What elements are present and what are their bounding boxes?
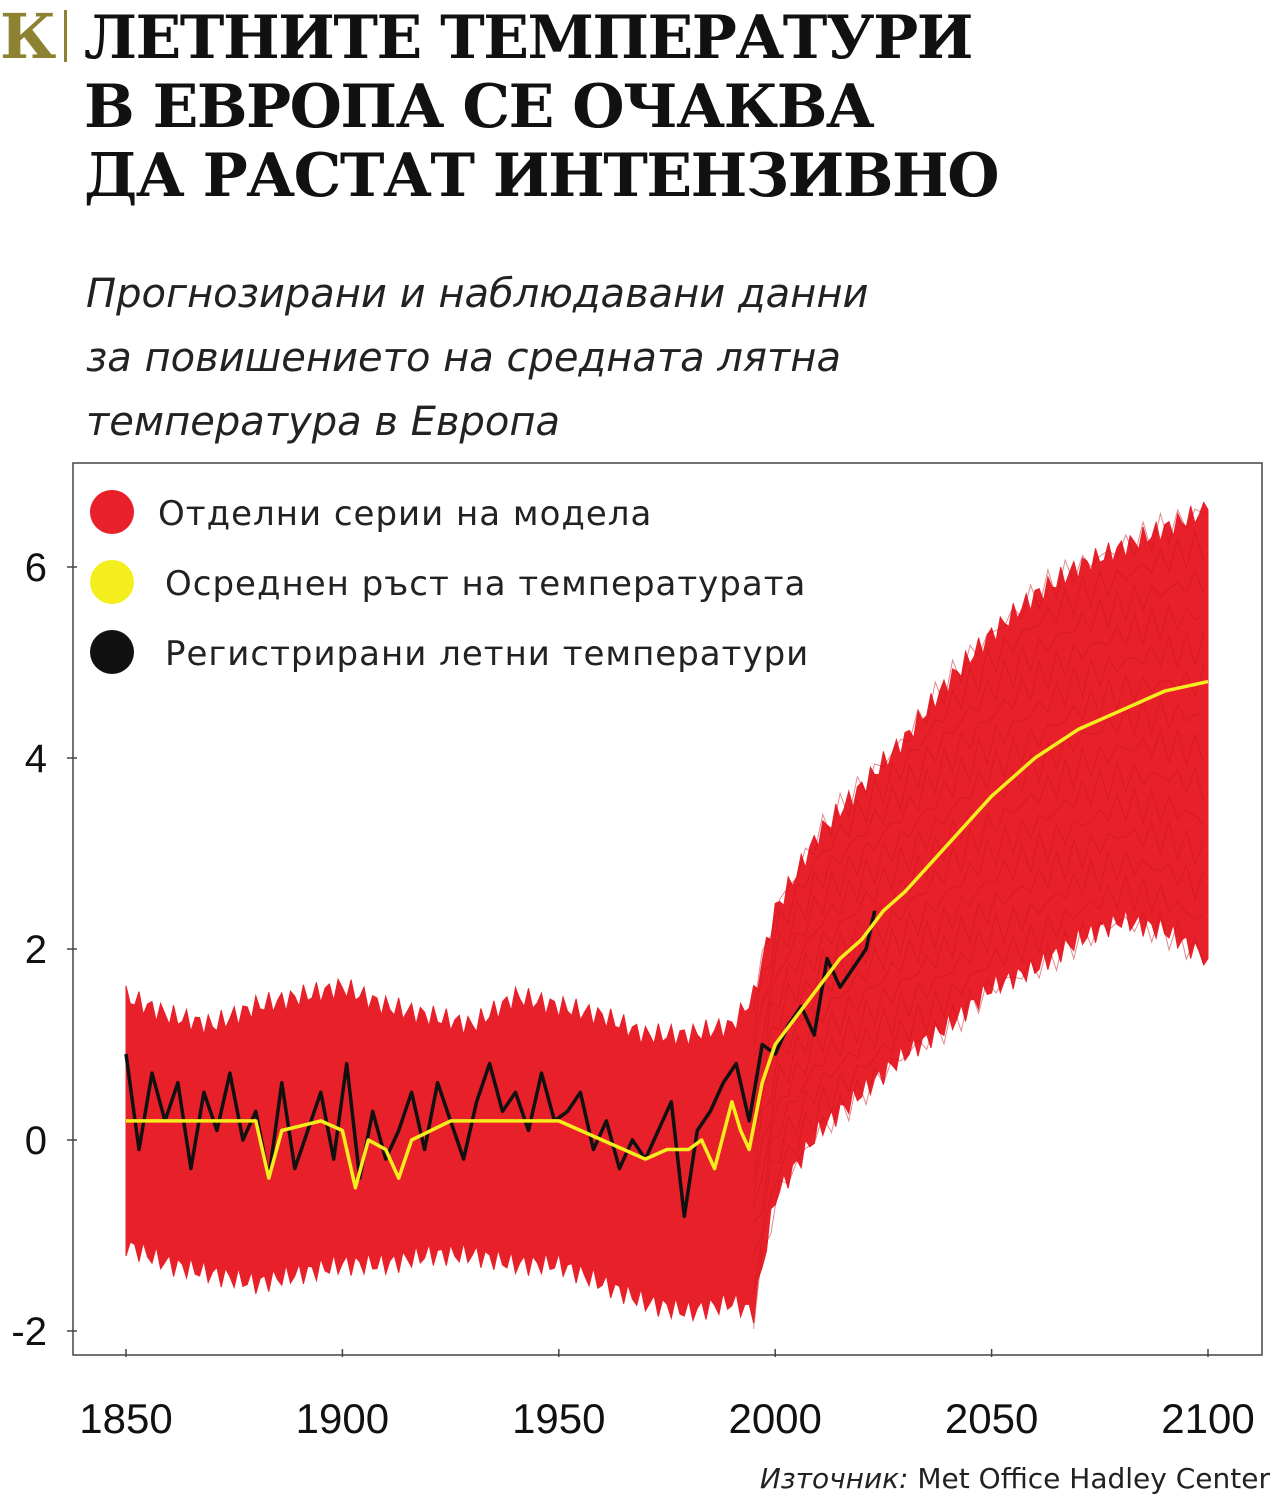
y-tick-label: 2 [25, 928, 47, 972]
model-run-line [753, 787, 1205, 1206]
model-run-line [753, 875, 1204, 1295]
model-run-line [753, 604, 1204, 1057]
subtitle-line-1: Прогнозирани и наблюдавани данни [86, 271, 869, 317]
source-label: Източник: [759, 1462, 909, 1495]
legend-swatch [90, 630, 134, 674]
subtitle-line-2: за повишението на средната лятна [86, 335, 841, 381]
y-tick-label: 0 [25, 1119, 47, 1163]
model-ensemble-band [125, 501, 1209, 1324]
x-tick-label: 1950 [512, 1395, 605, 1442]
x-tick-label: 2000 [728, 1395, 821, 1442]
brand-logo: К [0, 0, 57, 73]
mean-temperature-line [126, 679, 1209, 1190]
source-credit: Източник: Met Office Hadley Center [760, 1462, 1270, 1495]
temperature-chart: -2 0 2 4 6 1850 1900 1950 2000 2050 2100 Отделни се… [11, 462, 1263, 1442]
model-run-line [753, 666, 1205, 1114]
legend-label: Регистрирани летни температури [165, 634, 809, 674]
page-title: ЛЕТНИТЕ ТЕМПЕРАТУРИ В ЕВРОПА СЕ ОЧАКВА Д… [84, 4, 1234, 211]
chart-subtitle: Прогнозирани и наблюдавани данни за пови… [86, 262, 1186, 454]
legend-label: Отделни серии на модела [158, 494, 652, 534]
brand-divider [64, 10, 67, 62]
x-tick-label: 1850 [79, 1395, 172, 1442]
y-tick-label: 6 [25, 546, 47, 590]
model-run-line [753, 632, 1205, 1078]
model-run-line [753, 508, 1204, 1012]
plot-frame [72, 462, 1263, 1356]
y-tick-label: -2 [11, 1310, 47, 1354]
x-tick-label: 2050 [945, 1395, 1038, 1442]
model-run-line [753, 760, 1205, 1199]
x-tick-label: 1900 [296, 1395, 389, 1442]
model-run-line [753, 848, 1205, 1255]
x-tick-label: 2100 [1161, 1395, 1254, 1442]
legend-swatch [90, 490, 134, 534]
legend-swatch [90, 560, 134, 604]
title-line-3: ДА РАСТАТ ИНТЕНЗИВНО [84, 141, 999, 211]
model-run-line [753, 568, 1205, 1048]
legend-label: Осреднен ръст на температурата [165, 564, 806, 604]
title-line-1: ЛЕТНИТЕ ТЕМПЕРАТУРИ [84, 3, 973, 73]
source-value: Met Office Hadley Center [917, 1462, 1270, 1495]
model-run-line [753, 821, 1205, 1223]
model-run-line [753, 728, 1205, 1184]
y-tick-label: 4 [25, 737, 47, 781]
subtitle-line-3: температура в Европа [86, 399, 561, 445]
model-run-line [753, 697, 1204, 1154]
title-line-2: В ЕВРОПА СЕ ОЧАКВА [84, 72, 875, 142]
model-run-line [753, 910, 1205, 1329]
model-run-line [753, 530, 1205, 1037]
